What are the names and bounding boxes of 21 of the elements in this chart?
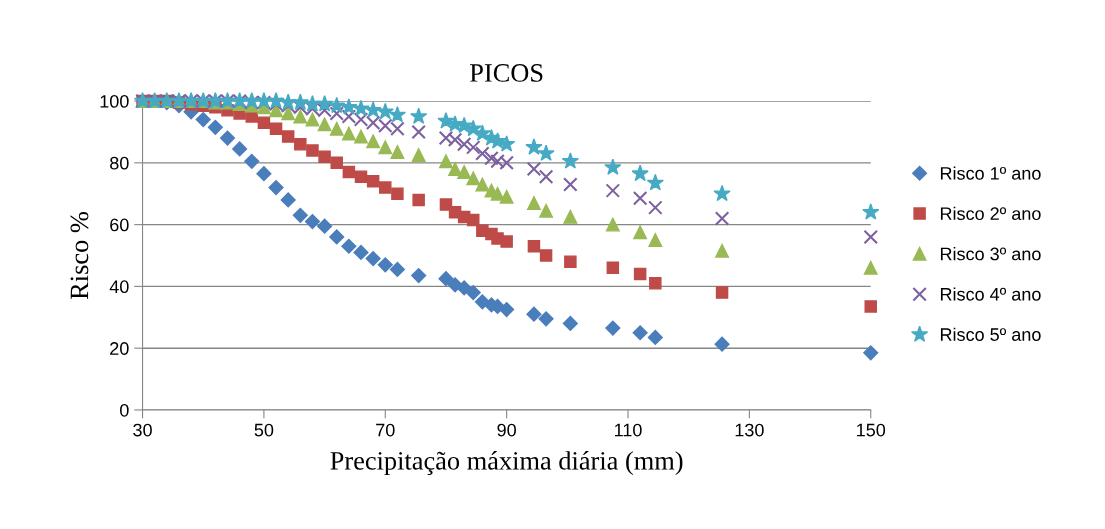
chart-title: PICOS xyxy=(470,64,543,82)
y-tick-label: 0 xyxy=(120,403,129,417)
x-tick-label: 50 xyxy=(254,423,274,437)
y-tick-label: 40 xyxy=(109,280,129,294)
y-tick-label: 60 xyxy=(110,218,129,232)
legend-label: Risco 1º ano xyxy=(940,166,1041,180)
y-tick-label: 100 xyxy=(100,94,129,108)
legend-label: Risco 5º ano xyxy=(940,327,1041,341)
x-tick-label: 70 xyxy=(376,423,395,437)
legend-label: Risco 2º ano xyxy=(940,206,1041,221)
x-tick-label: 110 xyxy=(614,423,642,437)
legend-label: Risco 4º ano xyxy=(940,287,1041,301)
x-tick-label: 130 xyxy=(735,423,764,437)
legend-label: Risco 3º ano xyxy=(940,247,1041,261)
x-tick-label: 150 xyxy=(857,423,886,437)
x-tick-label: 30 xyxy=(133,423,152,437)
y-tick-label: 20 xyxy=(110,342,129,355)
x-tick-label: 90 xyxy=(497,423,516,437)
x-axis-title: Precipitação máxima diária (mm) xyxy=(330,451,683,476)
y-axis-title: Risco % xyxy=(70,212,89,300)
y-tick-label: 80 xyxy=(110,156,129,170)
